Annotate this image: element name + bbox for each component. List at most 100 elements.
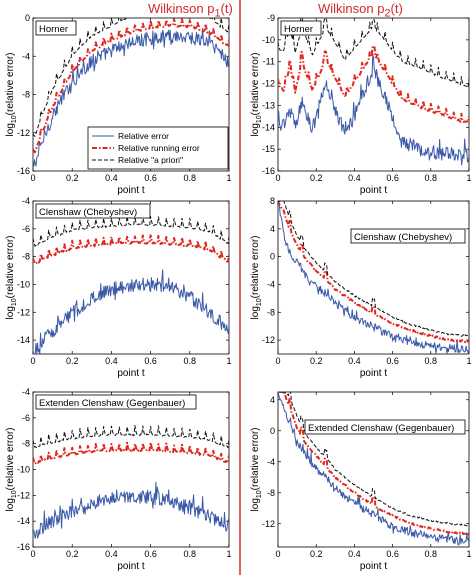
y-tick-label: -10 [262,35,275,45]
y-tick-label: -4 [22,51,30,61]
panel-left-bottom: 0 0.2 0.4 0.6 0.8 1 -4 -6 -8 -10 -12 -14 -16 point t l… [5,387,232,572]
y-tick-label: -13 [262,100,275,110]
y-tick-label: -4 [22,387,30,397]
series-group [33,424,229,539]
annotation-box [35,394,197,410]
y-tick-label: -15 [262,144,275,154]
x-tick-label: 1 [226,173,231,183]
x-tick-label: 1 [226,356,231,366]
y-tick-label: -11 [263,57,275,67]
y-axis-label-rest: (relative error) [250,53,261,116]
x-tick-label: 0.6 [386,549,399,559]
x-axis-label: point t [117,185,144,196]
y-tick-label: -8 [267,307,275,317]
y-axis-label-rest: (relative error) [5,236,16,299]
y-axis-label-log: log [5,123,16,136]
y-tick-label: 4 [270,224,275,234]
legend-label: Relative "a priori" [118,155,183,165]
series-line-running-error [33,18,229,154]
y-tick-label: -10 [17,465,30,475]
annotation-box [280,20,322,36]
annotation-label: Horner [39,24,68,35]
y-axis-label-base: 10 [11,490,18,498]
series-line-a-priori [33,18,229,137]
y-tick-label: -14 [17,335,30,345]
x-tick-label: 0.6 [144,549,157,559]
x-tick-label: 0.4 [348,549,361,559]
series-group [33,215,229,354]
column-title-p1: Wilkinson p1(t) [148,1,233,20]
y-axis-label-base: 10 [256,115,263,123]
panel-right-middle: 0 0.2 0.4 0.6 0.8 1 8 4 0 -4 -8 -12 point t log10(rel… [250,196,472,379]
annotation-label: Extenden Clenshaw (Gegenbauer) [39,398,185,409]
x-tick-label: 1 [466,356,471,366]
y-tick-label: -9 [267,13,275,23]
panel-right-bottom: 0 0.2 0.4 0.6 0.8 1 4 0 -4 -8 -12 point t log10(rela… [250,391,472,572]
x-tick-label: 0 [30,356,35,366]
column-title-p1-text: Wilkinson p [148,1,215,16]
series-line-a-priori [33,424,229,449]
x-tick-label: 0.8 [425,356,438,366]
y-tick-label: -16 [262,166,275,176]
y-axis-label-base: 10 [256,298,263,306]
plot-area-frame [32,391,230,548]
panel-left-middle: 0 0.2 0.4 0.6 0.8 1 -4 -6 -8 -10 -12 -14 point t log1… [5,196,232,379]
x-tick-label: 0.2 [66,356,79,366]
series-group [278,392,469,546]
x-tick-label: 0 [30,173,35,183]
x-tick-label: 0.8 [425,173,438,183]
legend-box [87,126,229,170]
y-tick-label: 0 [25,13,30,23]
y-axis-label-rest: (relative error) [250,428,261,491]
y-tick-label: 0 [270,426,275,436]
y-axis-label-log: log [5,306,16,319]
y-tick-label: -6 [22,413,30,423]
y-tick-label: -4 [267,457,275,467]
column-title-p2: Wilkinson p2(t) [318,1,403,20]
y-tick-label: -8 [267,488,275,498]
y-axis-label-base: 10 [11,115,18,123]
series-group [278,18,469,166]
y-axis-label-base: 10 [11,298,18,306]
y-axis-label-log: log [250,498,261,511]
x-tick-label: 0.6 [386,173,399,183]
y-tick-label: -8 [22,252,30,262]
x-tick-label: 0.6 [386,356,399,366]
x-tick-label: 0.2 [66,173,79,183]
x-tick-label: 0.2 [66,549,79,559]
x-tick-label: 0.4 [348,173,361,183]
annotation-box [350,228,466,244]
column-title-p1-subscript: 1 [214,7,221,20]
x-tick-label: 0.2 [310,549,323,559]
x-tick-label: 0.8 [425,549,438,559]
x-tick-label: 0.6 [144,356,157,366]
column-title-p1-suffix: (t) [220,1,233,16]
y-tick-label: -8 [22,439,30,449]
series-line-running-error [278,201,469,344]
y-axis-label: log10(relative error) [250,236,263,320]
y-tick-label: -12 [17,307,30,317]
x-tick-label: 0.8 [184,356,197,366]
series-line-relative-error [278,201,469,354]
y-axis-label: log10(relative error) [5,236,18,320]
x-axis-label: point t [117,368,144,379]
y-tick-label: -4 [22,196,30,206]
x-tick-label: 0.4 [105,356,118,366]
plot-area-frame [277,200,470,355]
x-tick-label: 0.6 [144,173,157,183]
y-tick-label: -10 [17,279,30,289]
y-tick-label: -12 [262,519,275,529]
x-tick-label: 1 [226,549,231,559]
plot-area-frame [32,200,230,355]
series-line-relative-error [278,53,469,166]
y-tick-label: 4 [270,395,275,405]
y-tick-label: -4 [267,279,275,289]
y-axis-label-rest: (relative error) [250,236,261,299]
y-tick-label: -14 [17,516,30,526]
y-tick-label: -12 [262,79,275,89]
x-axis-label: point t [117,561,144,572]
annotation-label: Clenshaw (Chebyshev) [354,232,452,243]
x-tick-label: 0.4 [105,173,118,183]
